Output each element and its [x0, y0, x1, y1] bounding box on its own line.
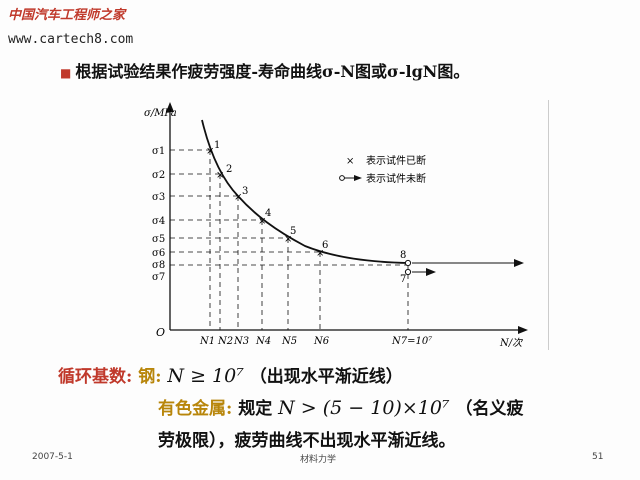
point-label: 2: [226, 164, 232, 175]
svg-text:×: ×: [216, 170, 224, 181]
legend-broken-text: 表示试件已断: [366, 154, 426, 167]
horizontal-guides: [170, 149, 408, 266]
steel-formula: N ≥ 10⁷: [167, 365, 244, 387]
vertical-guides: [209, 150, 409, 330]
nonferrous-line: 有色金属: 规定 N > (5 − 10)×10⁷ （名义疲: [158, 394, 523, 419]
square-bullet-icon: ■: [60, 66, 72, 80]
site-watermark: 中国汽车工程师之家: [8, 8, 126, 23]
base-cycles-line: 循环基数: 钢: N ≥ 10⁷ （出现水平渐近线）: [58, 362, 403, 387]
x-tick-label: N1: [199, 336, 215, 347]
x-tick-label: N5: [281, 336, 297, 347]
steel-label: 钢:: [138, 367, 162, 387]
runout-arrowhead: [426, 268, 436, 276]
legend-broken-symbol: ×: [346, 156, 354, 167]
x-tick-label: N4: [255, 336, 271, 347]
unbroken-specimen-marker: [404, 268, 412, 276]
nonferrous-formula: N > (5 − 10)×10⁷: [278, 397, 450, 419]
svg-text:×: ×: [234, 192, 242, 203]
point-label: 8: [400, 250, 406, 261]
svg-text:×: ×: [206, 146, 214, 157]
divider-line: [548, 100, 549, 350]
unbroken-specimen-marker: [404, 259, 412, 267]
x-axis-arrow: [518, 326, 528, 334]
page-number: 51: [592, 452, 604, 462]
x-tick-label: N6: [313, 336, 330, 347]
y-tick-label: σ1: [152, 146, 165, 157]
point-label: 1: [214, 140, 220, 151]
y-tick-label: σ6: [152, 248, 165, 259]
runout-arrowhead: [514, 259, 524, 267]
legend-runout-text: 表示试件未断: [366, 172, 426, 185]
base-cycles-label: 循环基数:: [58, 367, 133, 387]
y-tick-label: σ3: [152, 192, 165, 203]
bullet-text: 根据试验结果作疲劳强度-寿命曲线σ-N图或σ-lgN图。: [75, 62, 470, 81]
footer-title: 材料力学: [300, 455, 337, 465]
svg-text:×: ×: [316, 248, 324, 259]
point-label: 6: [322, 240, 328, 251]
origin-label: O: [156, 326, 165, 339]
x-tick-label: N2: [217, 336, 233, 347]
nonferrous-text: 规定: [238, 399, 273, 419]
x-tick-label: N7=10⁷: [391, 336, 432, 347]
footer-date: 2007-5-1: [32, 452, 73, 462]
point-label: 7: [400, 274, 406, 285]
broken-markers: × × × × × ×: [206, 146, 324, 259]
conclusion-line: 劳极限），疲劳曲线不出现水平渐近线。: [158, 431, 456, 451]
bullet-point: ■ 根据试验结果作疲劳强度-寿命曲线σ-N图或σ-lgN图。: [60, 58, 469, 82]
site-url: www.cartech8.com: [8, 32, 134, 47]
legend-runout-circle: [339, 175, 345, 181]
y-tick-label: σ8: [152, 260, 165, 271]
point-label: 3: [242, 186, 248, 197]
y-tick-label: σ7: [152, 272, 165, 283]
nonferrous-label: 有色金属:: [158, 399, 233, 419]
y-tick-label: σ4: [152, 216, 165, 227]
steel-note: （出现水平渐近线）: [249, 367, 403, 387]
y-axis-label: σ/MPa: [144, 108, 177, 119]
s-n-curve: [201, 119, 409, 264]
y-axis-arrow: [166, 102, 174, 112]
y-tick-label: σ5: [152, 234, 165, 245]
point-label: 4: [265, 208, 271, 219]
y-tick-label: σ2: [152, 170, 165, 181]
x-axis-label: N/次: [499, 337, 523, 349]
s-n-curve-figure: σ/MPa N/次 O σ1 σ2 σ3 σ4 σ5 σ6 σ8 σ7 × ×: [144, 102, 528, 349]
nonferrous-note: （名义疲: [455, 399, 524, 419]
point-label: 5: [290, 226, 296, 237]
x-tick-label: N3: [233, 336, 249, 347]
svg-text:×: ×: [284, 234, 292, 245]
legend-runout-arrowhead: [354, 175, 362, 181]
svg-text:×: ×: [258, 216, 266, 227]
